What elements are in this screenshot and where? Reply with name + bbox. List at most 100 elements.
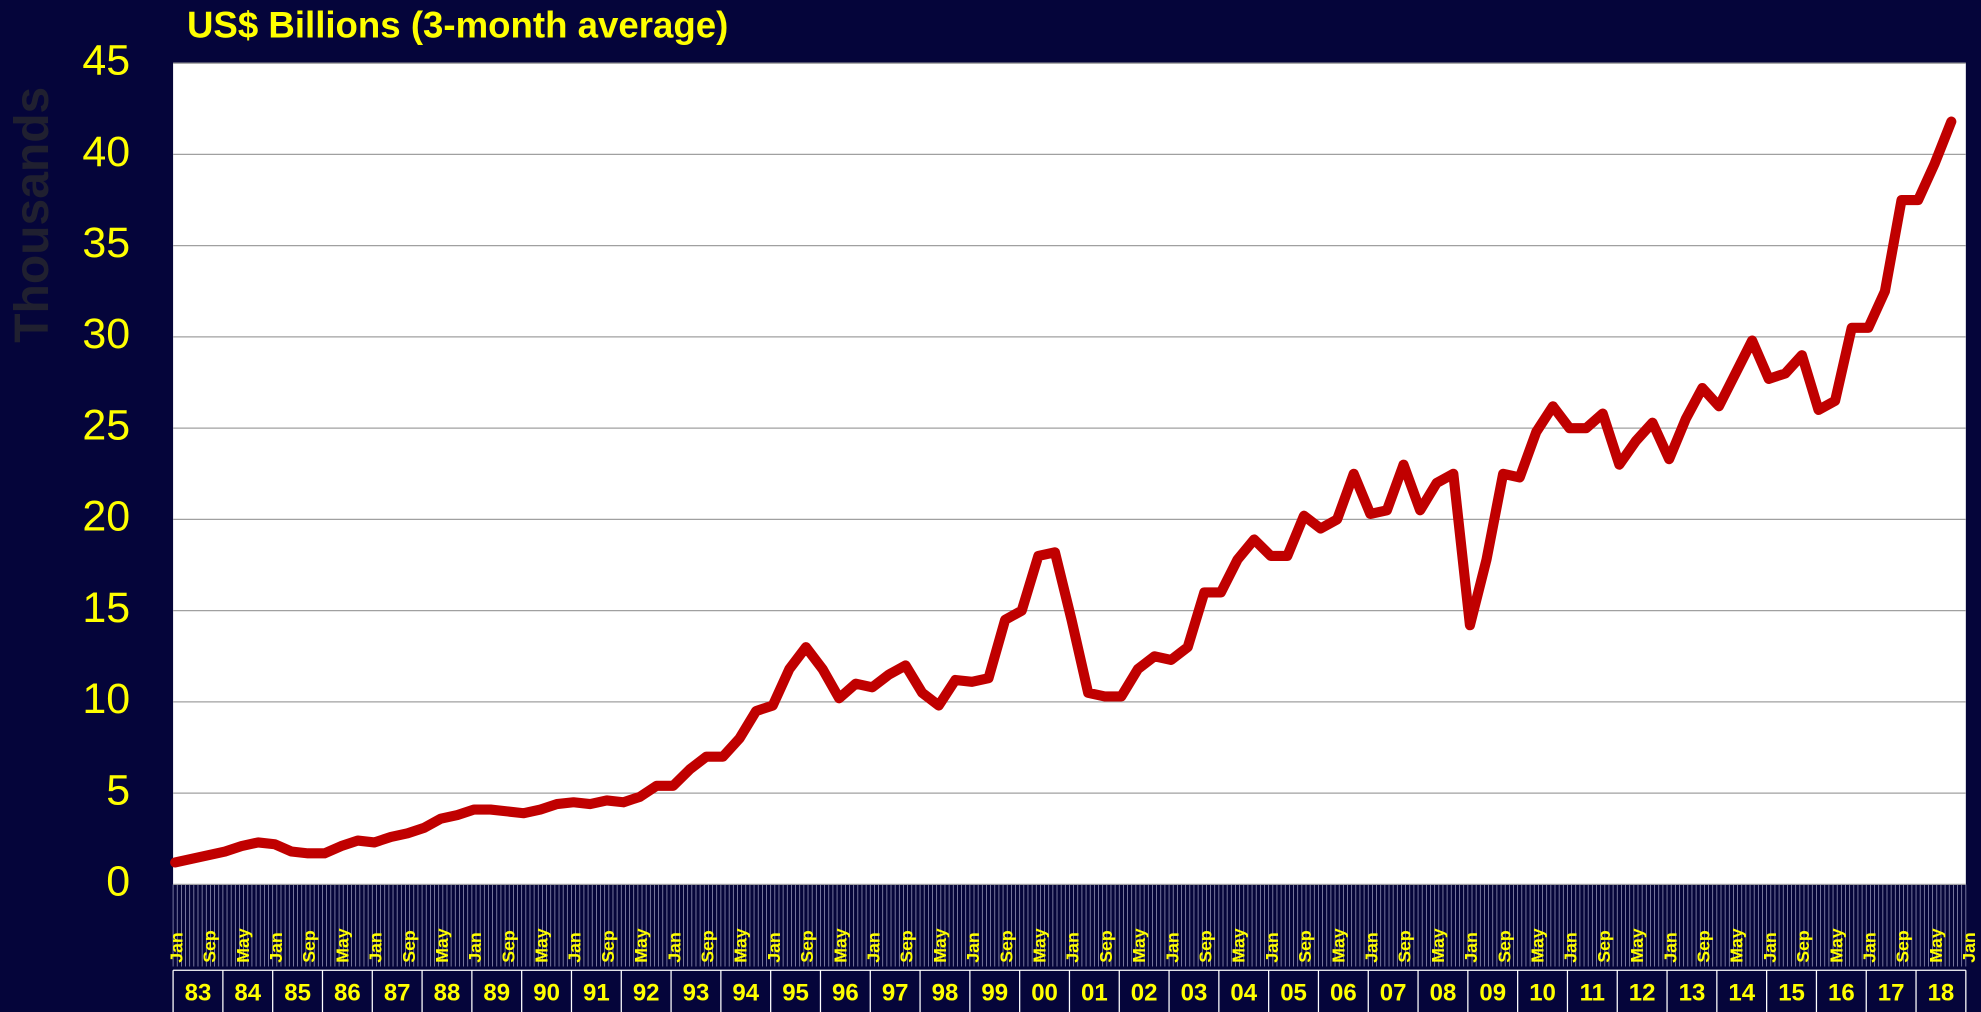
x-tick-label: Jan [1162, 932, 1182, 962]
y-axis-label: Thousands [6, 87, 59, 343]
year-label: 94 [732, 980, 759, 1007]
year-label: 14 [1728, 980, 1755, 1007]
x-tick-label: Jan [1362, 932, 1382, 962]
year-label: 06 [1330, 980, 1357, 1007]
x-tick-label: May [1328, 928, 1348, 963]
x-tick-label: Sep [1395, 930, 1415, 963]
x-tick-label: May [1627, 928, 1647, 963]
year-label: 95 [782, 980, 809, 1007]
year-label: 86 [334, 980, 361, 1007]
x-tick-label: May [830, 928, 850, 963]
x-tick-label: Jan [1461, 932, 1481, 962]
y-tick-label: 15 [82, 584, 130, 632]
year-label: 15 [1778, 980, 1805, 1007]
year-label: 91 [583, 980, 610, 1007]
x-tick-label: Jan [266, 932, 286, 962]
year-label: 10 [1529, 980, 1556, 1007]
x-tick-label: Sep [498, 930, 518, 963]
x-tick-label: Sep [299, 930, 319, 963]
x-tick-label: May [432, 928, 452, 963]
y-tick-label: 40 [82, 128, 130, 176]
x-tick-label: May [1229, 928, 1249, 963]
x-tick-label: May [233, 928, 253, 963]
x-tick-label: Jan [465, 932, 485, 962]
x-tick-label: Jan [1262, 932, 1282, 962]
x-tick-label: Sep [897, 930, 917, 963]
year-label: 13 [1679, 980, 1706, 1007]
year-label: 99 [981, 980, 1008, 1007]
x-tick-label: Sep [1295, 930, 1315, 963]
x-tick-label: Jan [864, 932, 884, 962]
data-line [170, 116, 1957, 868]
x-tick-label: May [631, 928, 651, 963]
x-tick-label: Jan [963, 932, 983, 962]
y-tick-label: 35 [82, 219, 130, 267]
y-tick-label: 45 [82, 37, 130, 85]
x-tick-label: May [930, 928, 950, 963]
y-tick-label: 20 [82, 493, 130, 541]
year-label: 05 [1280, 980, 1307, 1007]
year-label: 11 [1580, 980, 1605, 1007]
x-tick-label: Sep [1694, 930, 1714, 963]
x-tick-label: Jan [1860, 932, 1880, 962]
x-tick-label: Sep [698, 930, 718, 963]
year-label: 88 [434, 980, 461, 1007]
year-label: 08 [1430, 980, 1457, 1007]
year-label: 03 [1181, 980, 1208, 1007]
year-label: 90 [533, 980, 560, 1007]
year-label: 97 [882, 980, 909, 1007]
x-tick-label: Sep [200, 930, 220, 963]
x-tick-label: Sep [1196, 930, 1216, 963]
x-tick-label: May [1727, 928, 1747, 963]
year-label: 04 [1230, 980, 1257, 1007]
x-tick-label: Sep [1096, 930, 1116, 963]
year-label: 96 [832, 980, 859, 1007]
x-tick-label: Jan [166, 932, 186, 962]
year-label: 85 [284, 980, 311, 1007]
x-tick-label: Jan [366, 932, 386, 962]
y-tick-label: 30 [82, 310, 130, 358]
x-tick-label: Jan [1959, 932, 1979, 962]
x-tick-label: May [1528, 928, 1548, 963]
x-tick-label: Jan [1660, 932, 1680, 962]
x-tick-label: May [1926, 928, 1946, 963]
x-tick-label: Sep [1494, 930, 1514, 963]
year-label: 87 [384, 980, 411, 1007]
x-tick-label: Sep [797, 930, 817, 963]
y-tick-label: 0 [106, 858, 130, 906]
chart-title: US$ Billions (3-month average) [187, 4, 728, 45]
plot-area [173, 63, 1966, 885]
year-label: 09 [1479, 980, 1506, 1007]
x-tick-label: May [1428, 928, 1448, 963]
y-tick-label: 10 [82, 675, 130, 723]
x-tick-label: Sep [598, 930, 618, 963]
year-label: 83 [185, 980, 212, 1007]
x-tick-label: Jan [664, 932, 684, 962]
year-label: 17 [1878, 980, 1905, 1007]
x-tick-label: Sep [1594, 930, 1614, 963]
y-tick-label: 5 [106, 766, 130, 814]
year-label: 89 [483, 980, 510, 1007]
year-label: 16 [1828, 980, 1855, 1007]
y-tick-label: 25 [82, 402, 130, 450]
year-label: 00 [1031, 980, 1058, 1007]
year-label: 18 [1928, 980, 1955, 1007]
year-label: 93 [683, 980, 710, 1007]
x-tick-label: May [1129, 928, 1149, 963]
x-tick-label: Jan [1063, 932, 1083, 962]
x-tick-label: Sep [996, 930, 1016, 963]
x-tick-label: Jan [565, 932, 585, 962]
x-tick-label: May [1826, 928, 1846, 963]
year-label: 98 [932, 980, 959, 1007]
x-tick-label: May [731, 928, 751, 963]
year-label: 12 [1629, 980, 1656, 1007]
x-tick-label: Sep [1793, 930, 1813, 963]
x-tick-label: Sep [1893, 930, 1913, 963]
year-label: 84 [234, 980, 261, 1007]
year-label: 92 [633, 980, 660, 1007]
year-label: 01 [1081, 980, 1108, 1007]
year-label: 07 [1380, 980, 1407, 1007]
x-tick-label: Jan [1561, 932, 1581, 962]
